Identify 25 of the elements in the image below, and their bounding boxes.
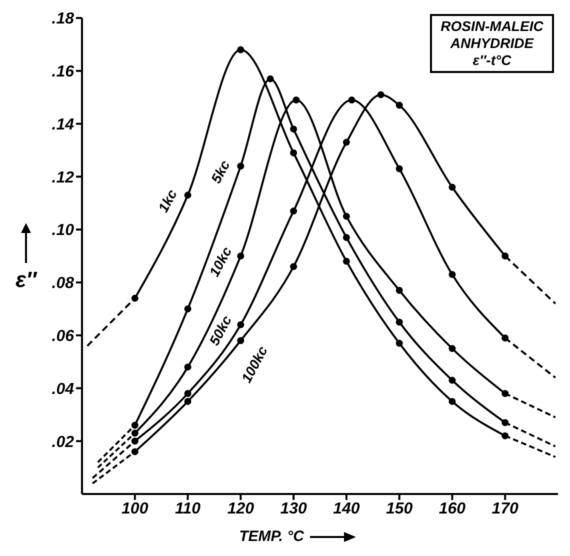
text: ROSIN-MALEIC ANHYDRIDE ε″-t°C (440, 18, 544, 68)
y-tick-label: .04 (52, 380, 74, 398)
y-tick-label: .12 (52, 169, 74, 186)
text: 5kc (208, 157, 233, 186)
text: 100kc (238, 343, 271, 386)
y-tick-label: .08 (52, 275, 74, 292)
y-tick-label: .16 (52, 64, 74, 81)
x-tick-label: 150 (386, 500, 413, 518)
y-tick-label: .10 (52, 222, 74, 240)
x-tick-label: 100 (122, 500, 148, 518)
text: 50kc (206, 312, 235, 348)
x-tick-label: 110 (175, 500, 201, 518)
text: 1kc (154, 186, 180, 215)
y-tick-label: .14 (52, 116, 74, 134)
x-axis-title: TEMP. °C (239, 528, 304, 545)
y-axis-title: ε″ (14, 267, 38, 293)
x-tick-label: 140 (333, 500, 360, 518)
text: 10kc (206, 244, 235, 280)
y-tick-label: .06 (52, 328, 74, 346)
x-tick-label: 160 (438, 500, 466, 518)
x-tick-label: 170 (492, 500, 519, 518)
y-tick-label: .18 (52, 10, 74, 28)
x-tick-label: 120 (227, 500, 254, 518)
y-tick-label: .02 (52, 434, 74, 451)
x-tick-label: 130 (280, 500, 307, 518)
